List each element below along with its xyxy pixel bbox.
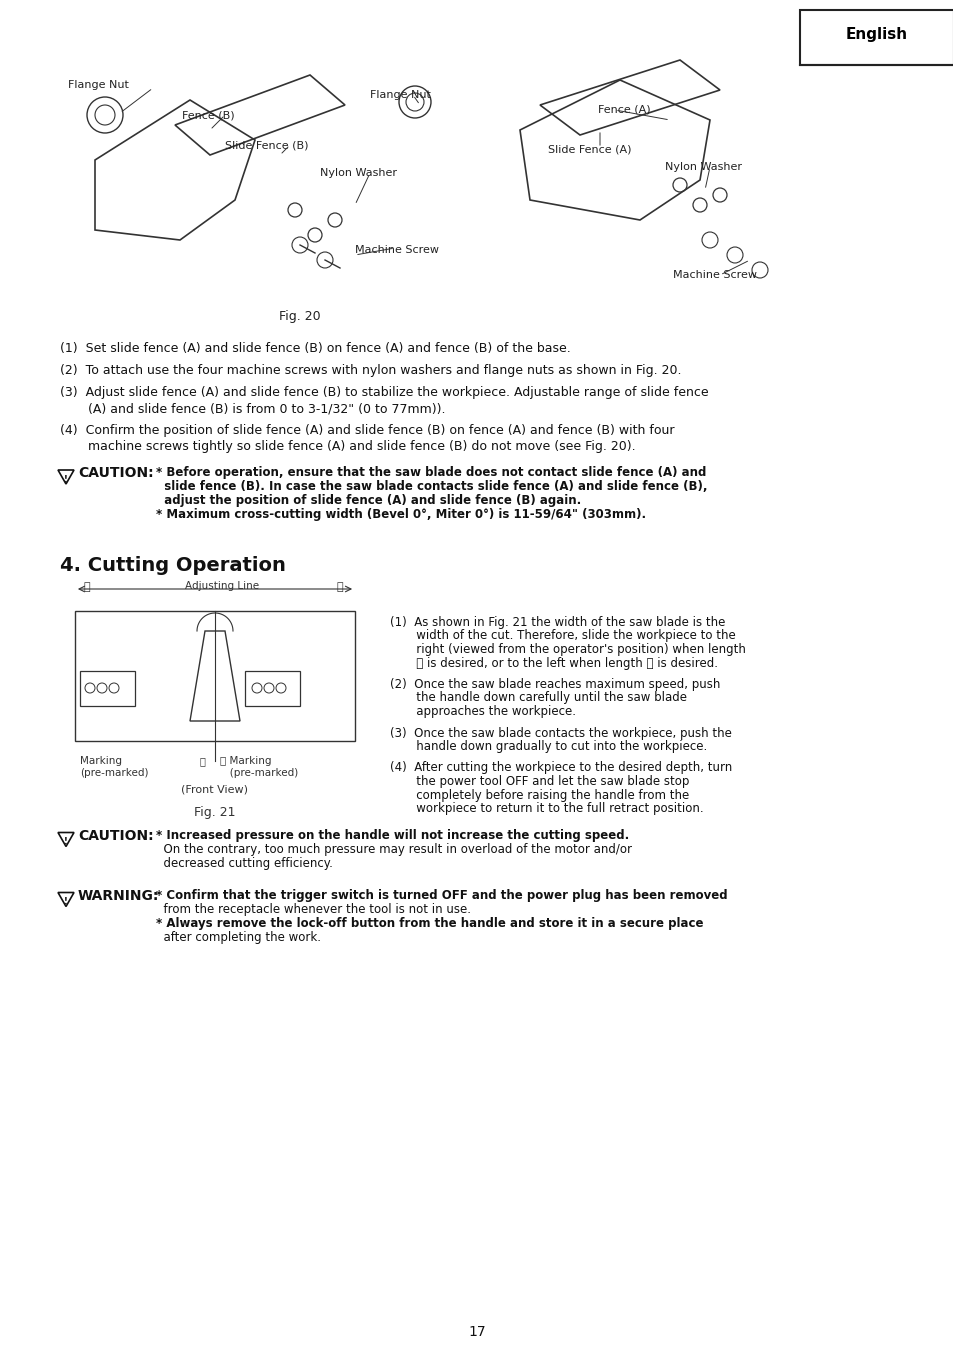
Text: (4)  Confirm the position of slide fence (A) and slide fence (B) on fence (A) an: (4) Confirm the position of slide fence … (60, 424, 674, 436)
Bar (75, 611, 355, 740)
Text: Nylon Washer: Nylon Washer (319, 168, 396, 178)
Text: workpiece to return it to the full retract position.: workpiece to return it to the full retra… (390, 802, 703, 815)
Text: Machine Screw: Machine Screw (672, 270, 757, 280)
Text: after completing the work.: after completing the work. (156, 931, 320, 943)
Text: WARNING:: WARNING: (78, 889, 159, 902)
Text: Flange Nut: Flange Nut (68, 80, 129, 91)
Text: (2)  Once the saw blade reaches maximum speed, push: (2) Once the saw blade reaches maximum s… (390, 678, 720, 690)
Text: approaches the workpiece.: approaches the workpiece. (390, 705, 576, 717)
Text: (3)  Once the saw blade contacts the workpiece, push the: (3) Once the saw blade contacts the work… (390, 727, 731, 739)
Text: !: ! (64, 838, 68, 846)
Bar (800, 9, 953, 65)
Text: English: English (845, 27, 907, 42)
Text: CAUTION:: CAUTION: (78, 466, 153, 480)
Text: the handle down carefully until the saw blade: the handle down carefully until the saw … (390, 692, 686, 704)
Text: * Maximum cross-cutting width (Bevel 0°, Miter 0°) is 11-59/64" (303mm).: * Maximum cross-cutting width (Bevel 0°,… (156, 508, 645, 521)
Text: Fence (A): Fence (A) (598, 105, 650, 115)
Text: 4. Cutting Operation: 4. Cutting Operation (60, 557, 286, 576)
Text: Ⓑ is desired, or to the left when length Ⓐ is desired.: Ⓑ is desired, or to the left when length… (390, 657, 718, 670)
Text: Ⓑ: Ⓑ (336, 582, 343, 592)
Bar (80, 671, 135, 707)
Text: decreased cutting efficiency.: decreased cutting efficiency. (156, 857, 333, 870)
Text: width of the cut. Therefore, slide the workpiece to the: width of the cut. Therefore, slide the w… (390, 630, 735, 643)
Text: slide fence (B). In case the saw blade contacts slide fence (A) and slide fence : slide fence (B). In case the saw blade c… (156, 480, 707, 493)
Text: * Increased pressure on the handle will not increase the cutting speed.: * Increased pressure on the handle will … (156, 828, 629, 842)
Text: Ⓐ: Ⓐ (84, 582, 91, 592)
Text: completely before raising the handle from the: completely before raising the handle fro… (390, 789, 688, 801)
Text: Slide Fence (B): Slide Fence (B) (225, 141, 308, 150)
Text: (2)  To attach use the four machine screws with nylon washers and flange nuts as: (2) To attach use the four machine screw… (60, 363, 680, 377)
Text: Fence (B): Fence (B) (182, 109, 234, 120)
Text: adjust the position of slide fence (A) and slide fence (B) again.: adjust the position of slide fence (A) a… (156, 494, 580, 507)
Text: !: ! (64, 474, 68, 484)
Text: right (viewed from the operator's position) when length: right (viewed from the operator's positi… (390, 643, 745, 657)
Text: Ⓑ Marking: Ⓑ Marking (220, 757, 272, 766)
Text: (1)  Set slide fence (A) and slide fence (B) on fence (A) and fence (B) of the b: (1) Set slide fence (A) and slide fence … (60, 342, 570, 355)
Text: * Always remove the lock-off button from the handle and store it in a secure pla: * Always remove the lock-off button from… (156, 916, 702, 929)
Text: Marking: Marking (80, 757, 122, 766)
Text: (3)  Adjust slide fence (A) and slide fence (B) to stabilize the workpiece. Adju: (3) Adjust slide fence (A) and slide fen… (60, 386, 708, 399)
Bar (245, 671, 299, 707)
Text: (Front View): (Front View) (181, 784, 248, 794)
Text: * Before operation, ensure that the saw blade does not contact slide fence (A) a: * Before operation, ensure that the saw … (156, 466, 705, 480)
Text: (4)  After cutting the workpiece to the desired depth, turn: (4) After cutting the workpiece to the d… (390, 762, 732, 774)
Text: (pre-marked): (pre-marked) (220, 767, 298, 778)
Text: CAUTION:: CAUTION: (78, 828, 153, 843)
Text: handle down gradually to cut into the workpiece.: handle down gradually to cut into the wo… (390, 740, 706, 753)
Text: Flange Nut: Flange Nut (370, 91, 431, 100)
Text: Adjusting Line: Adjusting Line (185, 581, 259, 590)
Text: (1)  As shown in Fig. 21 the width of the saw blade is the: (1) As shown in Fig. 21 the width of the… (390, 616, 724, 630)
Text: (A) and slide fence (B) is from 0 to 3-1/32" (0 to 77mm)).: (A) and slide fence (B) is from 0 to 3-1… (60, 403, 445, 415)
Text: Machine Screw: Machine Screw (355, 245, 438, 255)
Text: Nylon Washer: Nylon Washer (664, 162, 741, 172)
Text: On the contrary, too much pressure may result in overload of the motor and/or: On the contrary, too much pressure may r… (156, 843, 631, 855)
Text: machine screws tightly so slide fence (A) and slide fence (B) do not move (see F: machine screws tightly so slide fence (A… (60, 440, 635, 453)
Text: Fig. 20: Fig. 20 (279, 309, 320, 323)
Text: !: ! (64, 897, 68, 907)
Text: * Confirm that the trigger switch is turned OFF and the power plug has been remo: * Confirm that the trigger switch is tur… (156, 889, 727, 901)
Text: the power tool OFF and let the saw blade stop: the power tool OFF and let the saw blade… (390, 775, 689, 788)
Text: from the receptacle whenever the tool is not in use.: from the receptacle whenever the tool is… (156, 902, 471, 916)
Text: Slide Fence (A): Slide Fence (A) (547, 145, 631, 155)
Text: Fig. 21: Fig. 21 (194, 807, 235, 819)
Text: (pre-marked): (pre-marked) (80, 767, 149, 778)
Text: 17: 17 (468, 1325, 485, 1339)
Text: Ⓐ: Ⓐ (200, 757, 206, 766)
